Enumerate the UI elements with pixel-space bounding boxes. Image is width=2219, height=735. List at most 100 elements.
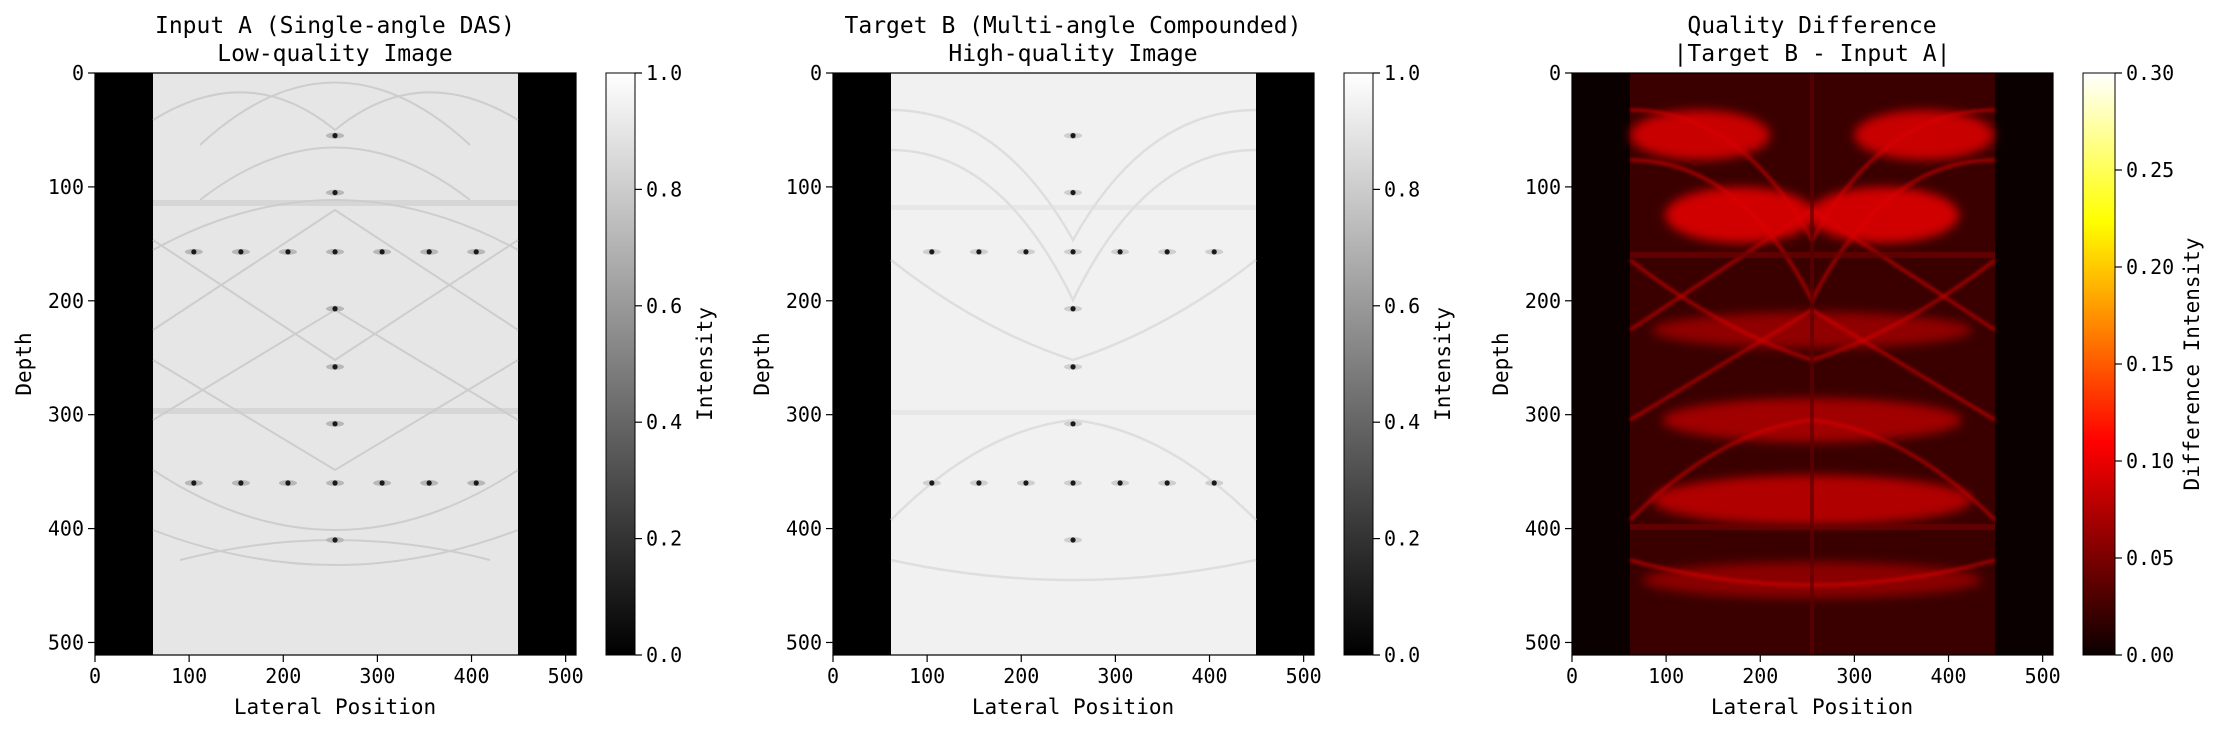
x-tick-label: 300 (359, 664, 395, 688)
point-target (191, 249, 197, 255)
point-target (1211, 480, 1217, 486)
point-target (1070, 364, 1076, 370)
point-target (929, 249, 935, 255)
panel-target-b: Target B (Multi-angle Compounded) High-q… (750, 13, 1455, 719)
x-tick-label: 100 (1648, 664, 1684, 688)
y-tick-label: 300 (786, 403, 822, 427)
y-tick-label: 0 (1549, 61, 1561, 85)
colorbar-tick-label: 0.2 (1384, 527, 1420, 551)
y-tick-label: 200 (1525, 289, 1561, 313)
x-tick-label: 300 (1097, 664, 1133, 688)
colorbar-label: Difference Intensity (2180, 238, 2204, 491)
colorbar-label: Intensity (1431, 307, 1455, 421)
x-tick-label: 0 (827, 664, 839, 688)
y-tick-label: 400 (786, 517, 822, 541)
heatmap-plot-area (833, 73, 1314, 655)
colorbar-tick-label: 0.30 (2126, 61, 2174, 85)
colorbar-tick-label: 0.0 (1384, 643, 1420, 667)
point-target (332, 364, 338, 370)
y-axis: 0 100 200 300 400 500 (48, 61, 95, 654)
point-target (238, 249, 244, 255)
colorbar-tick-label: 0.05 (2126, 546, 2174, 570)
point-target (426, 480, 432, 486)
point-target (1070, 249, 1076, 255)
colorbar-tick-label: 0.8 (646, 177, 682, 201)
x-axis-label: Lateral Position (1711, 695, 1913, 719)
x-tick-label: 0 (89, 664, 101, 688)
point-target (1023, 249, 1029, 255)
panel-title-line2: Low-quality Image (217, 41, 452, 67)
x-axis: 0 100 200 300 400 500 (1566, 655, 2061, 688)
point-target (1117, 480, 1123, 486)
y-tick-label: 500 (1525, 630, 1561, 654)
x-axis-label: Lateral Position (234, 695, 436, 719)
point-target (976, 249, 982, 255)
colorbar-tick-label: 0.8 (1384, 177, 1420, 201)
point-target (285, 249, 291, 255)
panel-title-line2: |Target B - Input A| (1674, 41, 1951, 67)
x-axis: 0 100 200 300 400 500 (89, 655, 584, 688)
point-artifact-band (1630, 73, 1995, 655)
colorbar-tick-label: 0.00 (2126, 643, 2174, 667)
colorbar-tick-label: 0.6 (1384, 294, 1420, 318)
point-target (332, 537, 338, 543)
y-axis-label: Depth (12, 332, 36, 395)
x-tick-label: 500 (2025, 664, 2061, 688)
point-target (1070, 480, 1076, 486)
point-targets (922, 132, 1224, 543)
point-target (285, 480, 291, 486)
colorbar-tick-label: 0.25 (2126, 158, 2174, 182)
artifact-bands (891, 205, 1256, 415)
colorbar-tick-label: 1.0 (1384, 61, 1420, 85)
y-axis-label: Depth (1489, 332, 1513, 395)
point-target (976, 480, 982, 486)
x-tick-label: 100 (171, 664, 207, 688)
y-tick-label: 200 (786, 289, 822, 313)
colorbar-ticks: 0.0 0.2 0.4 0.6 0.8 1.0 (1373, 61, 1420, 667)
point-target (332, 133, 338, 139)
x-tick-label: 500 (548, 664, 584, 688)
point-target (379, 480, 385, 486)
point-target (332, 189, 338, 196)
colorbar-tick-label: 0.4 (646, 410, 682, 434)
y-tick-label: 200 (48, 289, 84, 313)
x-axis-label: Lateral Position (972, 695, 1174, 719)
point-target (332, 421, 338, 427)
x-axis: 0 100 200 300 400 500 (827, 655, 1322, 688)
colorbar-tick-label: 0.2 (646, 527, 682, 551)
panel-title-line1: Quality Difference (1687, 13, 1936, 39)
y-tick-label: 500 (786, 630, 822, 654)
y-tick-label: 100 (48, 175, 84, 199)
point-target (929, 480, 935, 486)
artifact-arcs (890, 108, 1257, 582)
point-target (1117, 249, 1123, 255)
y-axis-label: Depth (750, 332, 774, 395)
point-target (1023, 480, 1029, 486)
colorbar-tick-label: 0.10 (2126, 449, 2174, 473)
x-tick-label: 400 (1930, 664, 1966, 688)
colorbar-tick-label: 0.15 (2126, 352, 2174, 376)
panel-title-line2: High-quality Image (948, 41, 1197, 67)
colorbar (605, 72, 636, 656)
point-target (1070, 133, 1076, 139)
panel-input-a: Input A (Single-angle DAS) Low-quality I… (12, 13, 717, 719)
plot-frame (832, 72, 1315, 656)
point-target (473, 249, 479, 255)
x-tick-label: 100 (909, 664, 945, 688)
y-tick-label: 300 (48, 403, 84, 427)
point-target (191, 480, 197, 486)
y-tick-label: 100 (786, 175, 822, 199)
colorbar-ticks: 0.0 0.2 0.4 0.6 0.8 1.0 (635, 61, 682, 667)
x-tick-label: 300 (1836, 664, 1872, 688)
point-target (238, 480, 244, 486)
y-tick-label: 400 (1525, 517, 1561, 541)
point-target (473, 480, 479, 486)
point-target (379, 249, 385, 255)
colorbar-tick-label: 0.20 (2126, 255, 2174, 279)
point-target (1211, 249, 1217, 255)
colorbar-tick-label: 0.0 (646, 643, 682, 667)
panel-quality-difference: Quality Difference |Target B - Input A| (1489, 13, 2204, 719)
x-tick-label: 200 (265, 664, 301, 688)
colorbar-tick-label: 0.4 (1384, 410, 1420, 434)
y-axis: 0 100 200 300 400 500 (786, 61, 833, 654)
